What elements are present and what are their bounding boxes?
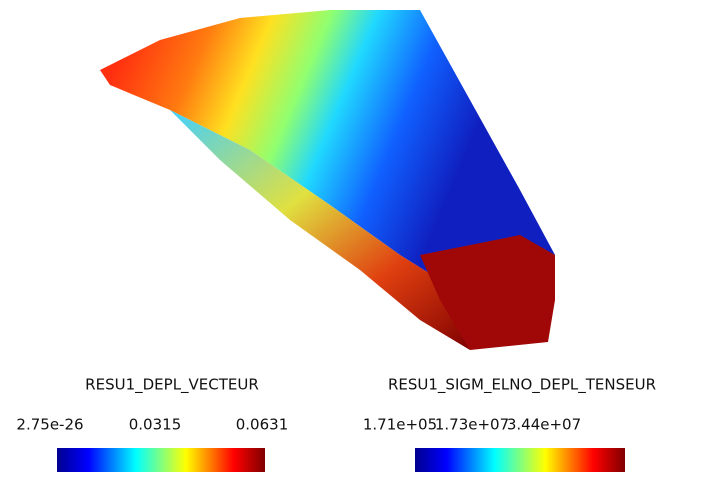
legend-title: RESU1_DEPL_VECTEUR: [85, 376, 259, 395]
colorbar: [415, 448, 625, 472]
legend-tick: 0.0315: [129, 416, 182, 434]
wing-surface: [100, 10, 555, 280]
colorbar: [57, 448, 265, 472]
legend-tick: 1.73e+07: [435, 416, 509, 434]
legend-title: RESU1_SIGM_ELNO_DEPL_TENSEUR: [388, 376, 656, 395]
root-block: [420, 235, 555, 350]
legend-tick: 3.44e+07: [507, 416, 581, 434]
legend-tick: 1.71e+05: [363, 416, 437, 434]
wing-edge: [170, 110, 470, 350]
legend-tick: 0.0631: [236, 416, 289, 434]
legend-tick: 2.75e-26: [16, 416, 83, 434]
model: [100, 10, 555, 350]
